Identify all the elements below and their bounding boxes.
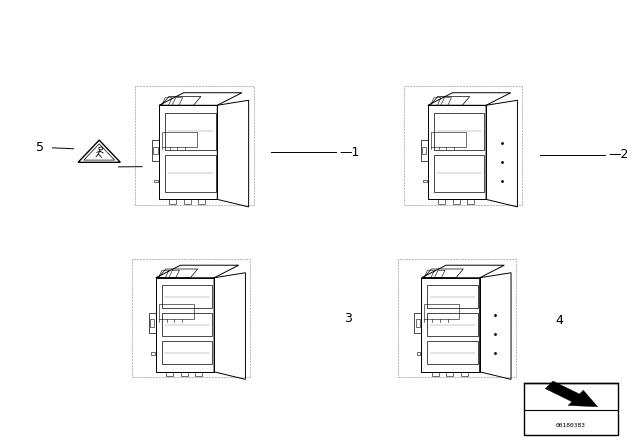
Text: —2: —2	[608, 148, 628, 161]
Polygon shape	[545, 381, 598, 407]
Text: 4: 4	[556, 314, 563, 327]
Text: —1: —1	[339, 146, 360, 159]
Bar	[524, 383, 618, 435]
Text: 3: 3	[344, 311, 352, 325]
Text: 5: 5	[36, 141, 44, 155]
Text: 00180383: 00180383	[556, 423, 586, 428]
